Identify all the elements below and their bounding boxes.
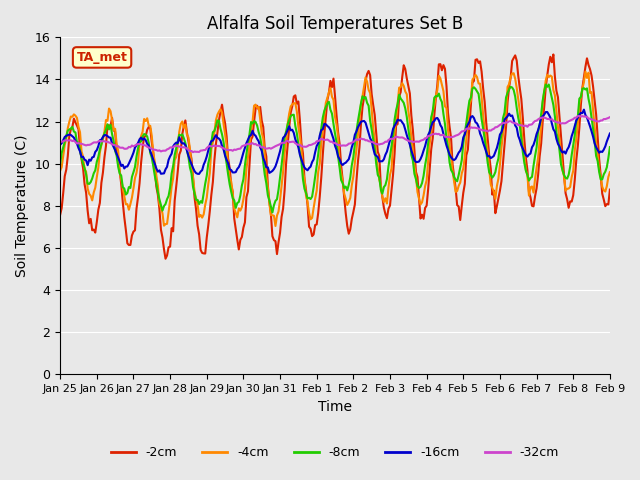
-8cm bbox=[401, 106, 409, 111]
-32cm bbox=[401, 136, 409, 142]
-4cm bbox=[389, 143, 397, 148]
-4cm bbox=[540, 89, 548, 95]
-8cm bbox=[389, 133, 397, 139]
Title: Alfalfa Soil Temperatures Set B: Alfalfa Soil Temperatures Set B bbox=[207, 15, 463, 33]
-2cm bbox=[401, 66, 409, 72]
-16cm bbox=[56, 142, 64, 147]
-4cm bbox=[159, 210, 166, 216]
-32cm bbox=[159, 148, 166, 154]
-8cm bbox=[606, 144, 614, 150]
-8cm bbox=[542, 82, 550, 87]
Line: -4cm: -4cm bbox=[60, 72, 610, 226]
-4cm bbox=[271, 223, 279, 229]
-4cm bbox=[72, 113, 79, 119]
-8cm bbox=[56, 161, 64, 167]
-32cm bbox=[189, 149, 197, 155]
-2cm bbox=[606, 187, 614, 192]
Text: TA_met: TA_met bbox=[77, 51, 127, 64]
-32cm bbox=[56, 139, 64, 145]
-32cm bbox=[575, 113, 583, 119]
-16cm bbox=[401, 127, 409, 132]
-4cm bbox=[606, 169, 614, 175]
-16cm bbox=[195, 171, 203, 177]
-32cm bbox=[389, 136, 397, 142]
-16cm bbox=[371, 151, 378, 157]
-2cm bbox=[162, 256, 170, 262]
-32cm bbox=[606, 114, 614, 120]
-16cm bbox=[606, 131, 614, 136]
-2cm bbox=[56, 212, 64, 217]
Y-axis label: Soil Temperature (C): Soil Temperature (C) bbox=[15, 134, 29, 277]
Line: -2cm: -2cm bbox=[60, 55, 610, 259]
-2cm bbox=[159, 235, 166, 240]
Legend: -2cm, -4cm, -8cm, -16cm, -32cm: -2cm, -4cm, -8cm, -16cm, -32cm bbox=[106, 441, 564, 464]
-2cm bbox=[371, 112, 378, 118]
Line: -8cm: -8cm bbox=[60, 84, 610, 213]
-8cm bbox=[72, 130, 79, 135]
Line: -16cm: -16cm bbox=[60, 109, 610, 174]
X-axis label: Time: Time bbox=[318, 400, 352, 414]
-2cm bbox=[72, 120, 79, 125]
Line: -32cm: -32cm bbox=[60, 116, 610, 152]
-2cm bbox=[550, 52, 557, 58]
-4cm bbox=[582, 69, 589, 74]
-16cm bbox=[389, 126, 397, 132]
-32cm bbox=[72, 139, 79, 145]
-16cm bbox=[580, 107, 588, 112]
-4cm bbox=[371, 137, 378, 143]
-32cm bbox=[371, 141, 378, 146]
-16cm bbox=[540, 112, 548, 118]
-4cm bbox=[56, 168, 64, 174]
-4cm bbox=[401, 89, 409, 95]
-16cm bbox=[72, 138, 79, 144]
-2cm bbox=[389, 172, 397, 178]
-8cm bbox=[159, 208, 166, 214]
-16cm bbox=[159, 171, 166, 177]
-8cm bbox=[269, 210, 276, 216]
-2cm bbox=[540, 104, 548, 110]
-32cm bbox=[540, 115, 548, 120]
-8cm bbox=[371, 146, 378, 152]
-8cm bbox=[540, 88, 548, 94]
